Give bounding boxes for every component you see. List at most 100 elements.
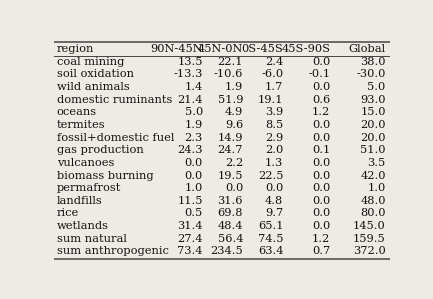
Text: 8.5: 8.5 <box>265 120 283 130</box>
Text: 0.6: 0.6 <box>312 95 330 105</box>
Text: 3.9: 3.9 <box>265 107 283 117</box>
Text: 20.0: 20.0 <box>360 120 386 130</box>
Text: sum anthropogenic: sum anthropogenic <box>57 246 169 256</box>
Text: -30.0: -30.0 <box>356 69 386 80</box>
Text: 2.2: 2.2 <box>225 158 243 168</box>
Text: 21.4: 21.4 <box>177 95 203 105</box>
Text: 48.4: 48.4 <box>217 221 243 231</box>
Text: 2.3: 2.3 <box>184 133 203 143</box>
Text: 0.7: 0.7 <box>312 246 330 256</box>
Text: region: region <box>57 44 94 54</box>
Text: Global: Global <box>349 44 386 54</box>
Text: 9.7: 9.7 <box>265 208 283 219</box>
Text: 90N-45N: 90N-45N <box>150 44 203 54</box>
Text: 11.5: 11.5 <box>177 196 203 206</box>
Text: 15.0: 15.0 <box>360 107 386 117</box>
Text: 48.0: 48.0 <box>360 196 386 206</box>
Text: 0.0: 0.0 <box>184 170 203 181</box>
Text: 1.2: 1.2 <box>312 107 330 117</box>
Text: 31.4: 31.4 <box>177 221 203 231</box>
Text: 1.9: 1.9 <box>184 120 203 130</box>
Text: 0.0: 0.0 <box>265 183 283 193</box>
Text: 19.1: 19.1 <box>258 95 283 105</box>
Text: 45N-0N: 45N-0N <box>198 44 243 54</box>
Text: 51.0: 51.0 <box>360 145 386 155</box>
Text: 0.0: 0.0 <box>312 57 330 67</box>
Text: 56.4: 56.4 <box>217 234 243 244</box>
Text: permafrost: permafrost <box>57 183 121 193</box>
Text: oceans: oceans <box>57 107 97 117</box>
Text: 0.5: 0.5 <box>184 208 203 219</box>
Text: domestic ruminants: domestic ruminants <box>57 95 172 105</box>
Text: 5.0: 5.0 <box>184 107 203 117</box>
Text: 0.0: 0.0 <box>312 183 330 193</box>
Text: -10.6: -10.6 <box>213 69 243 80</box>
Text: 0S-45S: 0S-45S <box>242 44 283 54</box>
Text: landfills: landfills <box>57 196 103 206</box>
Text: 22.1: 22.1 <box>217 57 243 67</box>
Text: 0.0: 0.0 <box>225 183 243 193</box>
Text: 4.9: 4.9 <box>225 107 243 117</box>
Text: 0.0: 0.0 <box>184 158 203 168</box>
Text: 2.4: 2.4 <box>265 57 283 67</box>
Text: 80.0: 80.0 <box>360 208 386 219</box>
Text: 24.7: 24.7 <box>217 145 243 155</box>
Text: 9.6: 9.6 <box>225 120 243 130</box>
Text: 3.5: 3.5 <box>368 158 386 168</box>
Text: 0.0: 0.0 <box>312 133 330 143</box>
Text: 69.8: 69.8 <box>217 208 243 219</box>
Text: 1.2: 1.2 <box>312 234 330 244</box>
Text: 0.0: 0.0 <box>312 82 330 92</box>
Text: fossil+domestic fuel: fossil+domestic fuel <box>57 133 174 143</box>
Text: 234.5: 234.5 <box>210 246 243 256</box>
Text: 0.0: 0.0 <box>312 170 330 181</box>
Text: 22.5: 22.5 <box>258 170 283 181</box>
Text: 31.6: 31.6 <box>217 196 243 206</box>
Text: 0.0: 0.0 <box>312 158 330 168</box>
Text: 0.0: 0.0 <box>312 196 330 206</box>
Text: 63.4: 63.4 <box>258 246 283 256</box>
Text: 0.1: 0.1 <box>312 145 330 155</box>
Text: coal mining: coal mining <box>57 57 124 67</box>
Text: 73.4: 73.4 <box>177 246 203 256</box>
Text: 2.0: 2.0 <box>265 145 283 155</box>
Text: 1.3: 1.3 <box>265 158 283 168</box>
Text: -6.0: -6.0 <box>261 69 283 80</box>
Text: 159.5: 159.5 <box>353 234 386 244</box>
Text: 65.1: 65.1 <box>258 221 283 231</box>
Text: soil oxidation: soil oxidation <box>57 69 134 80</box>
Text: 45S-90S: 45S-90S <box>281 44 330 54</box>
Text: biomass burning: biomass burning <box>57 170 153 181</box>
Text: 20.0: 20.0 <box>360 133 386 143</box>
Text: gas production: gas production <box>57 145 144 155</box>
Text: 145.0: 145.0 <box>353 221 386 231</box>
Text: termites: termites <box>57 120 105 130</box>
Text: 372.0: 372.0 <box>353 246 386 256</box>
Text: 1.7: 1.7 <box>265 82 283 92</box>
Text: 38.0: 38.0 <box>360 57 386 67</box>
Text: 1.0: 1.0 <box>184 183 203 193</box>
Text: 74.5: 74.5 <box>258 234 283 244</box>
Text: 1.0: 1.0 <box>368 183 386 193</box>
Text: sum natural: sum natural <box>57 234 127 244</box>
Text: 5.0: 5.0 <box>368 82 386 92</box>
Text: 1.9: 1.9 <box>225 82 243 92</box>
Text: 24.3: 24.3 <box>177 145 203 155</box>
Text: 42.0: 42.0 <box>360 170 386 181</box>
Text: 4.8: 4.8 <box>265 196 283 206</box>
Text: 51.9: 51.9 <box>217 95 243 105</box>
Text: 0.0: 0.0 <box>312 208 330 219</box>
Text: 14.9: 14.9 <box>217 133 243 143</box>
Text: wetlands: wetlands <box>57 221 109 231</box>
Text: vulcanoes: vulcanoes <box>57 158 114 168</box>
Text: 0.0: 0.0 <box>312 221 330 231</box>
Text: rice: rice <box>57 208 79 219</box>
Text: 13.5: 13.5 <box>177 57 203 67</box>
Text: 93.0: 93.0 <box>360 95 386 105</box>
Text: 0.0: 0.0 <box>312 120 330 130</box>
Text: 1.4: 1.4 <box>184 82 203 92</box>
Text: 27.4: 27.4 <box>177 234 203 244</box>
Text: 2.9: 2.9 <box>265 133 283 143</box>
Text: wild animals: wild animals <box>57 82 129 92</box>
Text: 19.5: 19.5 <box>217 170 243 181</box>
